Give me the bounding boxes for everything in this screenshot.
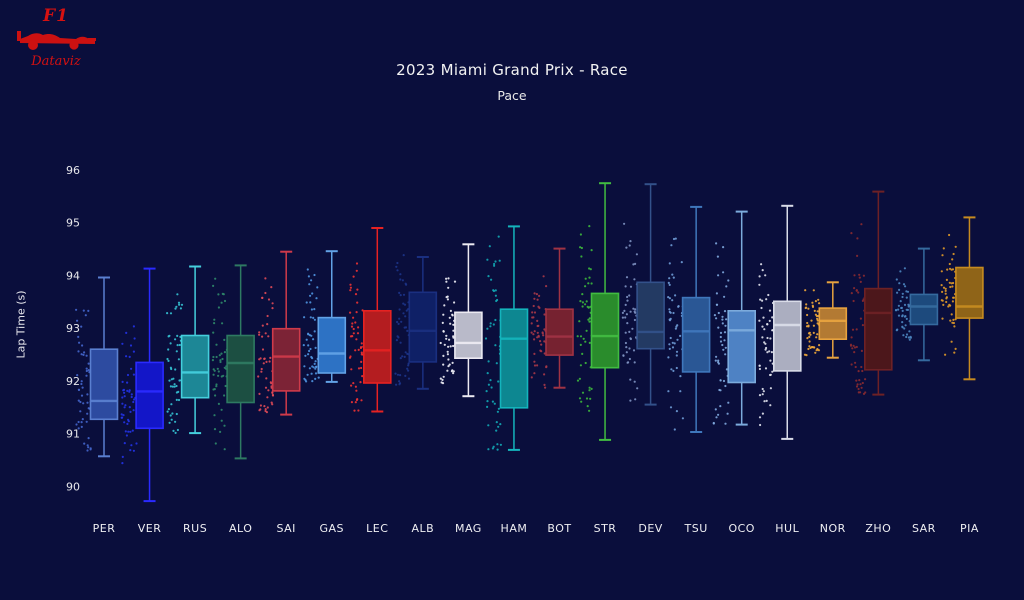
- strip-points-DEV: [621, 222, 639, 402]
- x-tick-label-NOR: NOR: [820, 522, 846, 535]
- x-tick-label-TSU: TSU: [684, 522, 708, 535]
- strip-points-OCO: [712, 242, 730, 425]
- strip-points-ALO: [211, 277, 228, 451]
- x-tick-label-HUL: HUL: [775, 522, 799, 535]
- box-HAM: [499, 308, 529, 409]
- car-front-wing: [88, 38, 96, 41]
- car-rear-wing: [17, 31, 21, 41]
- box-SAR: [909, 293, 939, 326]
- box-PER: [89, 348, 119, 421]
- x-tick-label-OCO: OCO: [728, 522, 755, 535]
- x-tick-label-RUS: RUS: [183, 522, 207, 535]
- x-tick-label-GAS: GAS: [319, 522, 344, 535]
- y-tick-label-93: 93: [66, 322, 80, 335]
- x-tick-label-BOT: BOT: [547, 522, 571, 535]
- y-tick-label-92: 92: [66, 375, 80, 388]
- strip-points-BOT: [530, 275, 548, 389]
- x-tick-label-SAI: SAI: [276, 522, 295, 535]
- box-ZHO: [863, 287, 893, 371]
- x-tick-label-DEV: DEV: [638, 522, 662, 535]
- box-ALO: [226, 334, 255, 404]
- strip-points-PIA: [940, 233, 958, 356]
- box-MAG: [454, 311, 483, 359]
- x-tick-label-SAR: SAR: [912, 522, 936, 535]
- x-tick-label-ALO: ALO: [229, 522, 252, 535]
- strip-points-RUS: [166, 293, 184, 434]
- strip-points-SAR: [894, 267, 913, 341]
- strip-points-ZHO: [849, 223, 867, 395]
- x-tick-label-STR: STR: [594, 522, 617, 535]
- strip-points-NOR: [803, 289, 821, 357]
- box-HUL: [772, 300, 802, 372]
- x-tick-label-MAG: MAG: [455, 522, 482, 535]
- strip-points-HAM: [484, 235, 502, 451]
- car-rear-wheel: [28, 40, 38, 50]
- box-SAI: [271, 327, 301, 392]
- y-tick-label-96: 96: [66, 164, 80, 177]
- box-ALB: [408, 291, 438, 363]
- f1-dataviz-logo: F1 Dataviz: [14, 6, 98, 69]
- strip-points-HUL: [758, 263, 775, 427]
- box-NOR: [818, 307, 848, 341]
- box-BOT: [545, 308, 574, 356]
- y-tick-label-91: 91: [66, 428, 80, 441]
- x-tick-label-PER: PER: [93, 522, 116, 535]
- box-PIA: [955, 266, 984, 319]
- x-tick-label-HAM: HAM: [501, 522, 528, 535]
- chart-subtitle: Pace: [497, 88, 527, 103]
- x-tick-label-ALB: ALB: [411, 522, 434, 535]
- x-tick-label-VER: VER: [138, 522, 162, 535]
- strip-points-STR: [576, 225, 593, 412]
- box-OCO: [727, 309, 757, 384]
- strip-points-ALB: [394, 254, 411, 386]
- logo-dataviz-text: Dataviz: [31, 54, 81, 69]
- strip-points-MAG: [439, 277, 457, 385]
- x-tick-label-PIA: PIA: [960, 522, 979, 535]
- box-VER: [135, 361, 164, 430]
- box-GAS: [317, 316, 347, 374]
- f1-car-icon: [17, 31, 96, 50]
- strip-points-SAI: [257, 277, 275, 414]
- box-RUS: [180, 334, 210, 399]
- strip-points-LEC: [348, 262, 366, 412]
- car-front-wheel: [69, 40, 79, 50]
- y-tick-label-90: 90: [66, 480, 80, 493]
- strip-points-VER: [120, 325, 138, 465]
- strip-points-GAS: [302, 268, 320, 383]
- x-tick-label-LEC: LEC: [366, 522, 388, 535]
- y-tick-label-95: 95: [66, 217, 80, 230]
- strip-points-TSU: [667, 237, 685, 431]
- chart-title: 2023 Miami Grand Prix - Race: [396, 61, 628, 79]
- box-LEC: [362, 309, 392, 384]
- box-DEV: [636, 281, 665, 350]
- box-TSU: [681, 296, 711, 373]
- box-STR: [590, 292, 620, 369]
- x-tick-label-ZHO: ZHO: [865, 522, 891, 535]
- y-tick-label-94: 94: [66, 269, 80, 282]
- strip-points-PER: [75, 308, 93, 452]
- logo-f1-text: F1: [43, 6, 69, 26]
